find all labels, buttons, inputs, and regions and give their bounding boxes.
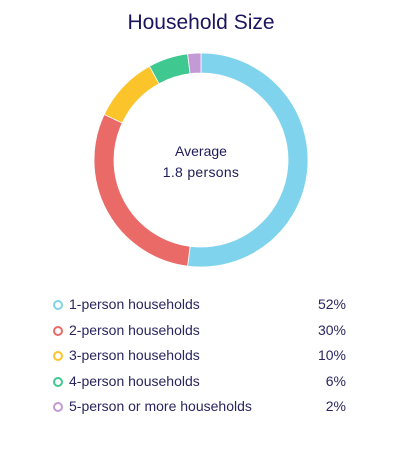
donut-slice	[103, 65, 160, 124]
legend-item: 4-person households 6%	[51, 369, 351, 395]
chart-title: Household Size	[127, 11, 275, 34]
donut-chart	[93, 52, 309, 268]
legend-value: 2%	[325, 398, 346, 414]
legend-item: 1-person households 52%	[51, 292, 351, 318]
legend-swatch	[53, 351, 63, 361]
legend-label: 2-person households	[69, 321, 200, 338]
legend-value: 30%	[317, 321, 346, 338]
legend-swatch	[53, 376, 63, 387]
legend-value: 10%	[317, 347, 346, 363]
donut-slice	[93, 113, 191, 267]
legend-item: 3-person households 10%	[51, 343, 351, 369]
legend-label: 1-person households	[69, 296, 200, 312]
legend-swatch	[53, 325, 63, 336]
legend-label: 5-person or more households	[69, 398, 252, 414]
legend-swatch	[53, 300, 63, 310]
center-label: Average	[175, 143, 227, 159]
legend-item: 5-person or more households 2%	[51, 394, 351, 420]
legend-label: 4-person households	[69, 372, 200, 389]
donut-slices	[93, 52, 309, 268]
donut-slice	[187, 52, 202, 75]
chart-legend: 1-person households 52% 2-person househo…	[51, 292, 351, 420]
legend-label: 3-person households	[69, 347, 200, 363]
center-value: 1.8 persons	[162, 164, 240, 180]
legend-value: 52%	[317, 296, 346, 312]
legend-value: 6%	[325, 372, 346, 389]
legend-swatch	[53, 402, 63, 412]
legend-item: 2-person households 30%	[51, 318, 351, 344]
